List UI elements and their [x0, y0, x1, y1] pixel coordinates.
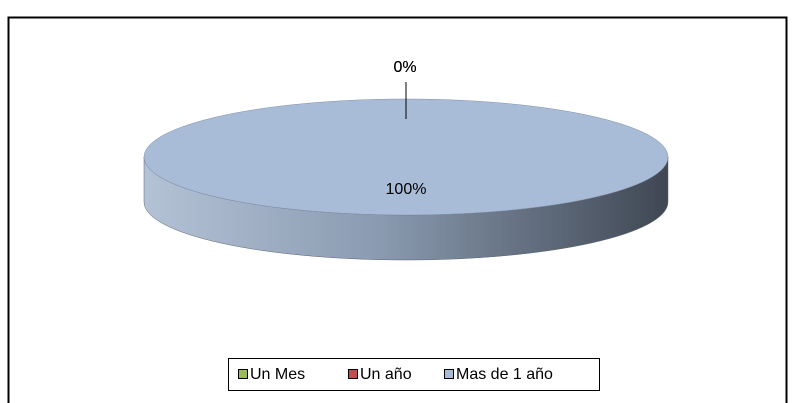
labels: 0%0%100% [386, 59, 427, 198]
data-label: 0% [393, 59, 416, 76]
data-label: 0% [393, 59, 416, 76]
legend-swatch [348, 369, 358, 379]
legend-box [228, 358, 600, 391]
data-label: 100% [386, 181, 427, 198]
legend-swatch [238, 369, 248, 379]
legend: Un Mes Un año Mas de 1 año [238, 366, 553, 383]
legend-swatch [444, 369, 454, 379]
legend-label: Un año [360, 366, 412, 383]
pie-slice [143, 98, 669, 216]
chart-frame [7, 16, 788, 403]
pie [143, 98, 669, 261]
legend-label: Un Mes [250, 366, 305, 383]
legend-label: Mas de 1 año [456, 366, 553, 383]
